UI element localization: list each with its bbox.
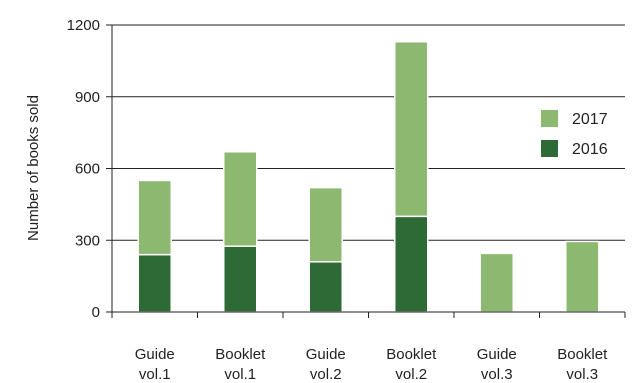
x-category-label: vol.3 xyxy=(481,366,513,383)
x-category-label: vol.1 xyxy=(139,366,171,383)
bar-2016 xyxy=(308,261,343,313)
bar-2016 xyxy=(137,253,172,313)
x-category-label: vol.3 xyxy=(566,366,598,383)
legend: 2017 2016 xyxy=(541,110,608,158)
x-category-label: Guide xyxy=(477,346,517,363)
x-category-label: Booklet xyxy=(215,346,266,363)
legend-swatch-2016 xyxy=(541,140,558,157)
bar-2017 xyxy=(479,252,514,313)
gridlines xyxy=(112,24,625,241)
x-category-label: Booklet xyxy=(557,346,608,363)
bars xyxy=(137,40,600,313)
legend-label-2016: 2016 xyxy=(572,141,608,158)
y-tick-label: 1200 xyxy=(67,17,100,34)
y-tick-label: 0 xyxy=(92,304,100,321)
y-tick-label: 900 xyxy=(75,89,100,106)
x-category-label: vol.2 xyxy=(310,366,342,383)
x-axis-ticks: Guide vol.1 Booklet vol.1 Guide vol.2 Booklet v… xyxy=(111,312,626,383)
bar-2017 xyxy=(137,179,172,256)
y-axis-ticks: 0 300 600 900 1200 xyxy=(67,17,112,321)
x-category-label: vol.2 xyxy=(395,366,427,383)
bar-2016 xyxy=(223,245,258,313)
x-category-label: Booklet xyxy=(386,346,437,363)
bar-2017 xyxy=(394,40,429,218)
legend-swatch-2017 xyxy=(541,110,558,127)
y-tick-label: 600 xyxy=(75,161,100,178)
bar-2017 xyxy=(223,151,258,247)
bar-2017 xyxy=(565,240,600,313)
y-axis-title: Number of books sold xyxy=(25,95,42,241)
bar-2017 xyxy=(308,186,343,263)
bar-2016 xyxy=(394,215,429,313)
x-category-label: Guide xyxy=(135,346,175,363)
legend-label-2017: 2017 xyxy=(572,111,608,128)
y-tick-label: 300 xyxy=(75,232,100,249)
x-category-label: vol.1 xyxy=(224,366,256,383)
x-category-label: Guide xyxy=(306,346,346,363)
